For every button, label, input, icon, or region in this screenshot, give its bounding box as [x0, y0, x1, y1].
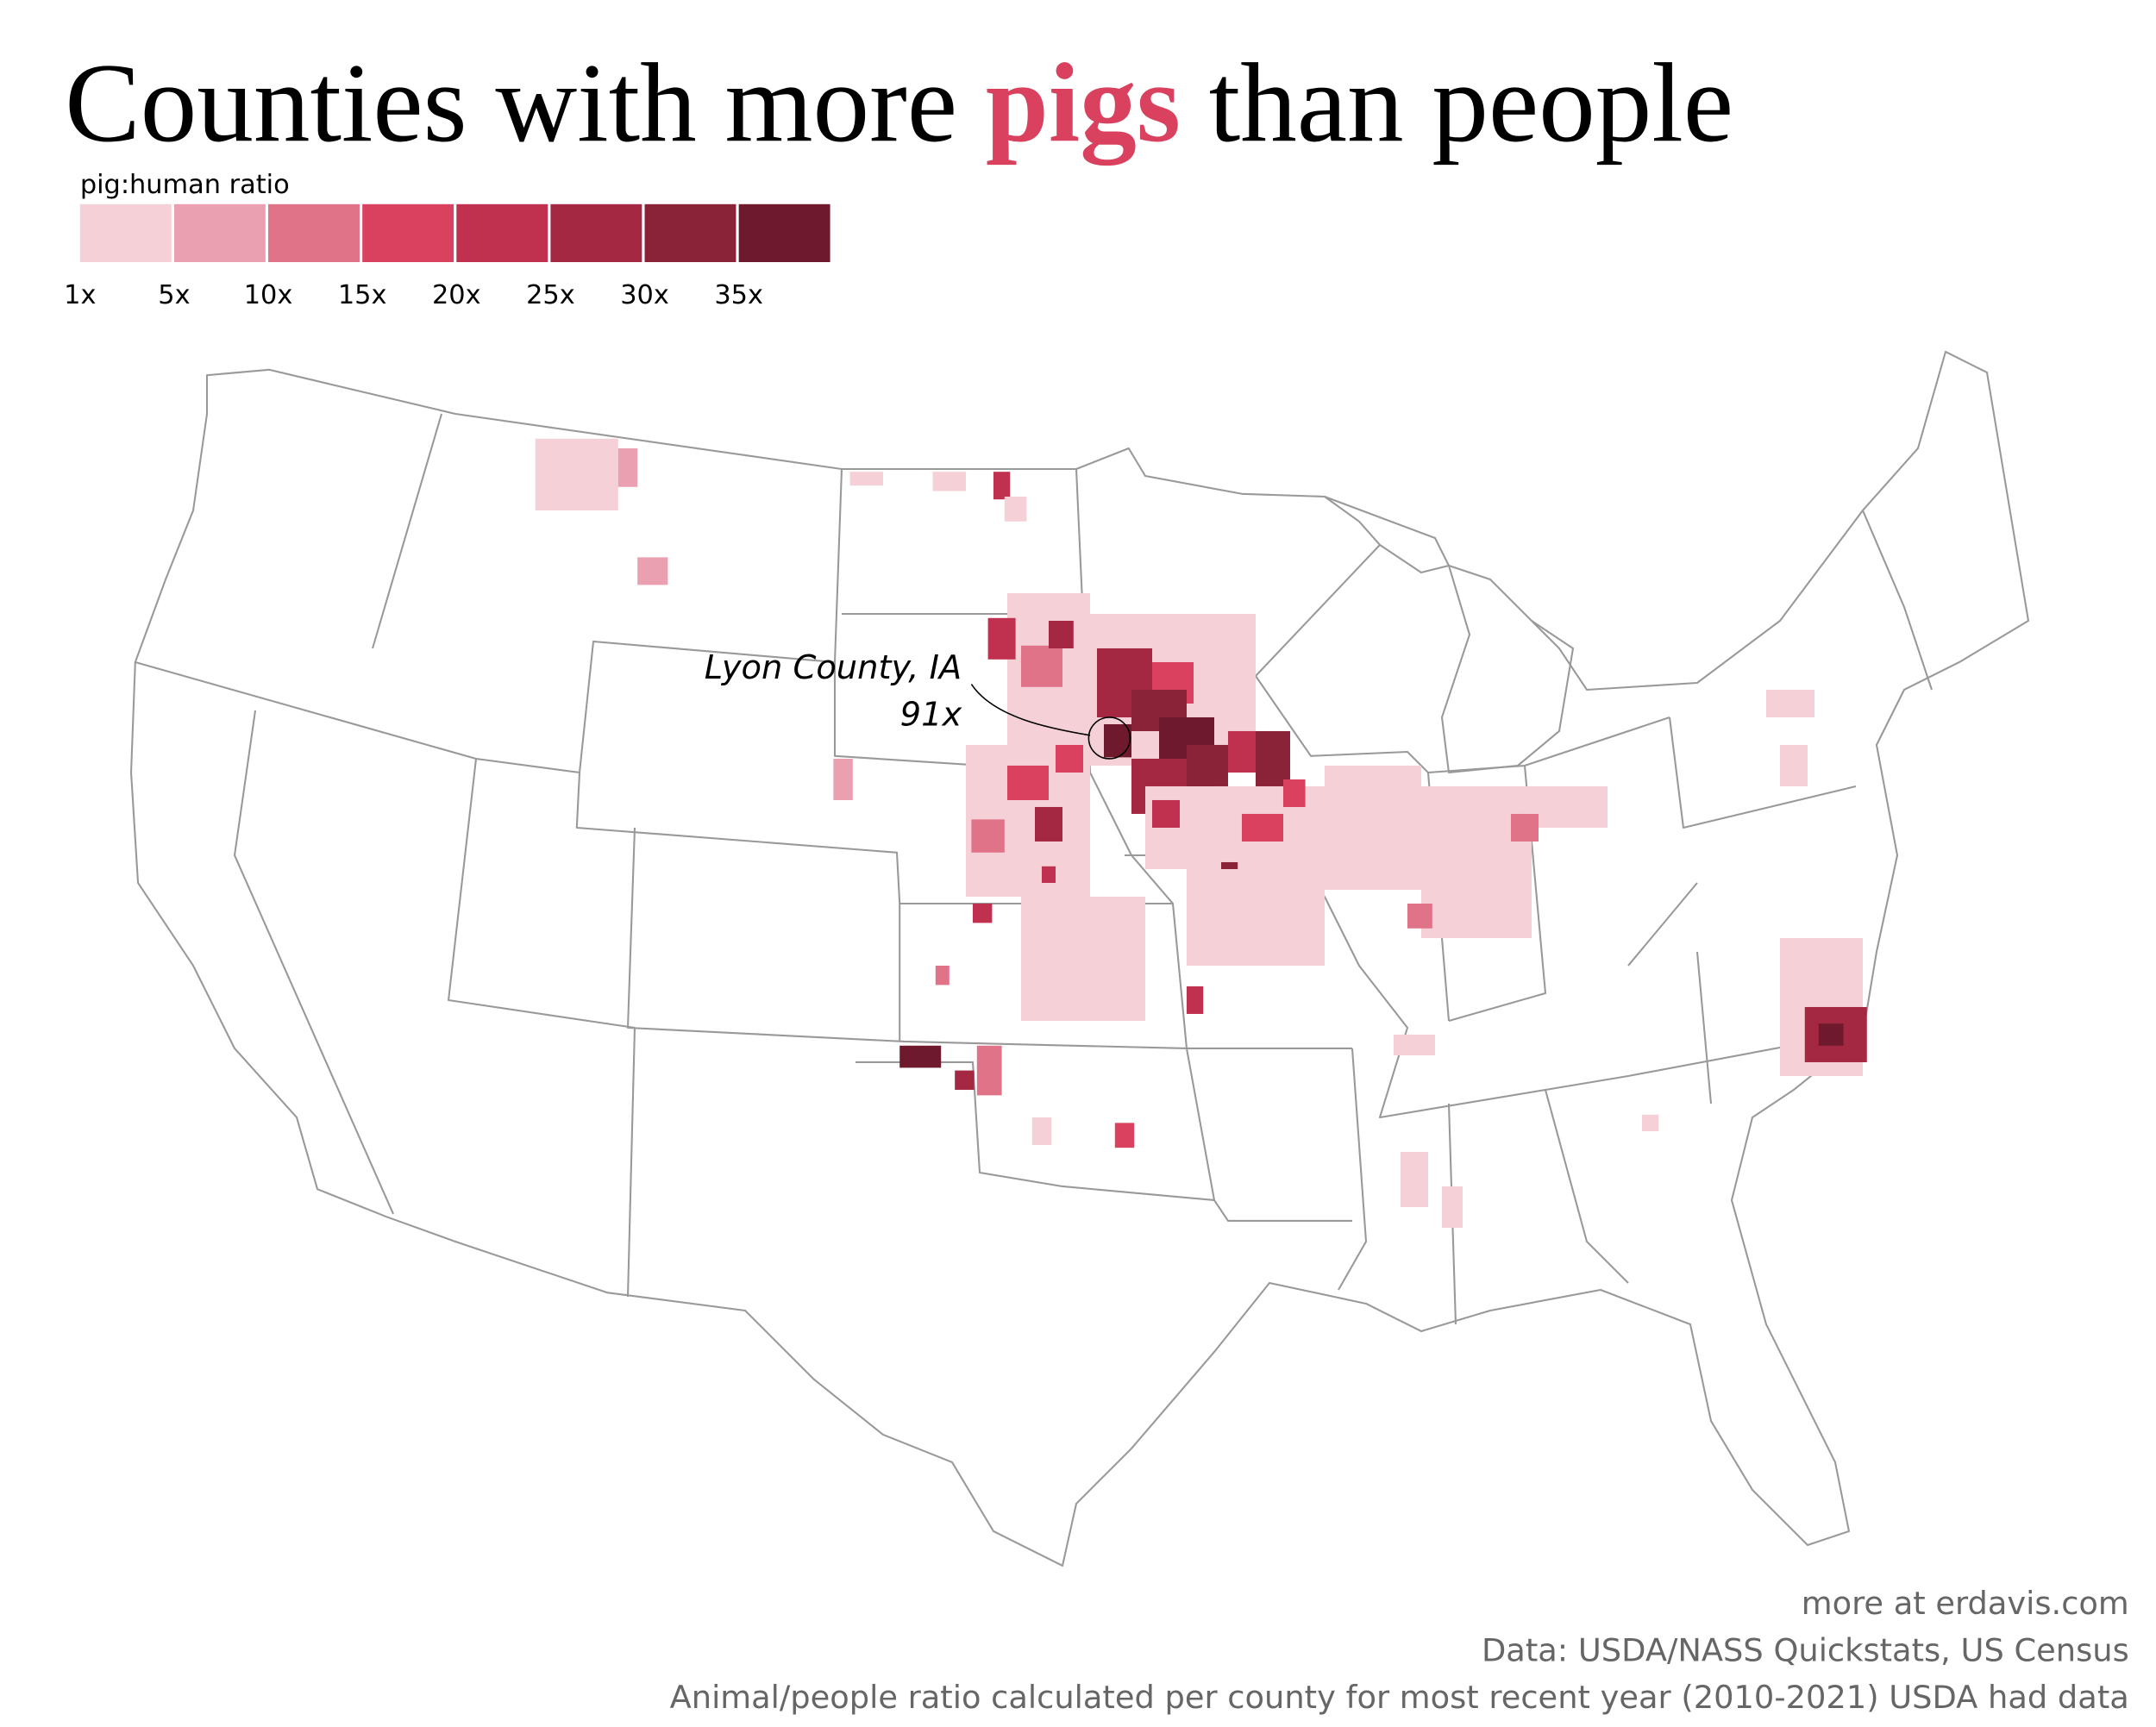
legend-swatch: [362, 203, 454, 262]
legend: 1x 5x 10x 15x 20x 25x 30x 35x: [64, 203, 830, 310]
legend-label: 15x: [338, 280, 387, 310]
legend-label: 5x: [158, 280, 190, 310]
legend-title: pig:human ratio: [80, 170, 290, 200]
title-highlight: pigs: [986, 41, 1181, 166]
legend-swatch: [173, 203, 266, 262]
title: Counties with more pigs than people: [65, 41, 1733, 166]
annotation-value: 91x: [900, 696, 963, 735]
title-text: than people: [1181, 41, 1733, 166]
legend-label: 35x: [714, 280, 763, 310]
legend-swatch: [550, 203, 642, 262]
legend-label: 10x: [244, 280, 293, 310]
us-outline: [129, 350, 2030, 1567]
footer-line: Data: USDA/NASS Quickstats, US Census: [1482, 1631, 2129, 1668]
footer: more at erdavis.com Data: USDA/NASS Quick…: [670, 1585, 2129, 1716]
legend-swatch: [79, 203, 172, 262]
legend-swatch: [456, 203, 548, 262]
legend-swatch: [644, 203, 736, 262]
legend-label: 1x: [64, 280, 96, 310]
footer-line: Animal/people ratio calculated per count…: [670, 1679, 2129, 1716]
annotation-line: [970, 684, 1091, 736]
county-patches: [535, 438, 1867, 1228]
legend-label: 20x: [432, 280, 481, 310]
annotation-circle: [1087, 716, 1131, 760]
legend-label: 25x: [526, 280, 575, 310]
annotation: Lyon County, IA 91x: [705, 648, 1131, 760]
annotation-label: Lyon County, IA: [705, 648, 962, 687]
legend-label: 30x: [620, 280, 669, 310]
legend-swatch: [738, 203, 830, 262]
state-lines: [135, 413, 1933, 1325]
footer-line: more at erdavis.com: [1802, 1585, 2129, 1622]
title-text: Counties with more: [65, 41, 986, 166]
great-lakes: [1324, 496, 1575, 774]
map: [129, 350, 2030, 1567]
legend-swatch: [268, 203, 360, 262]
